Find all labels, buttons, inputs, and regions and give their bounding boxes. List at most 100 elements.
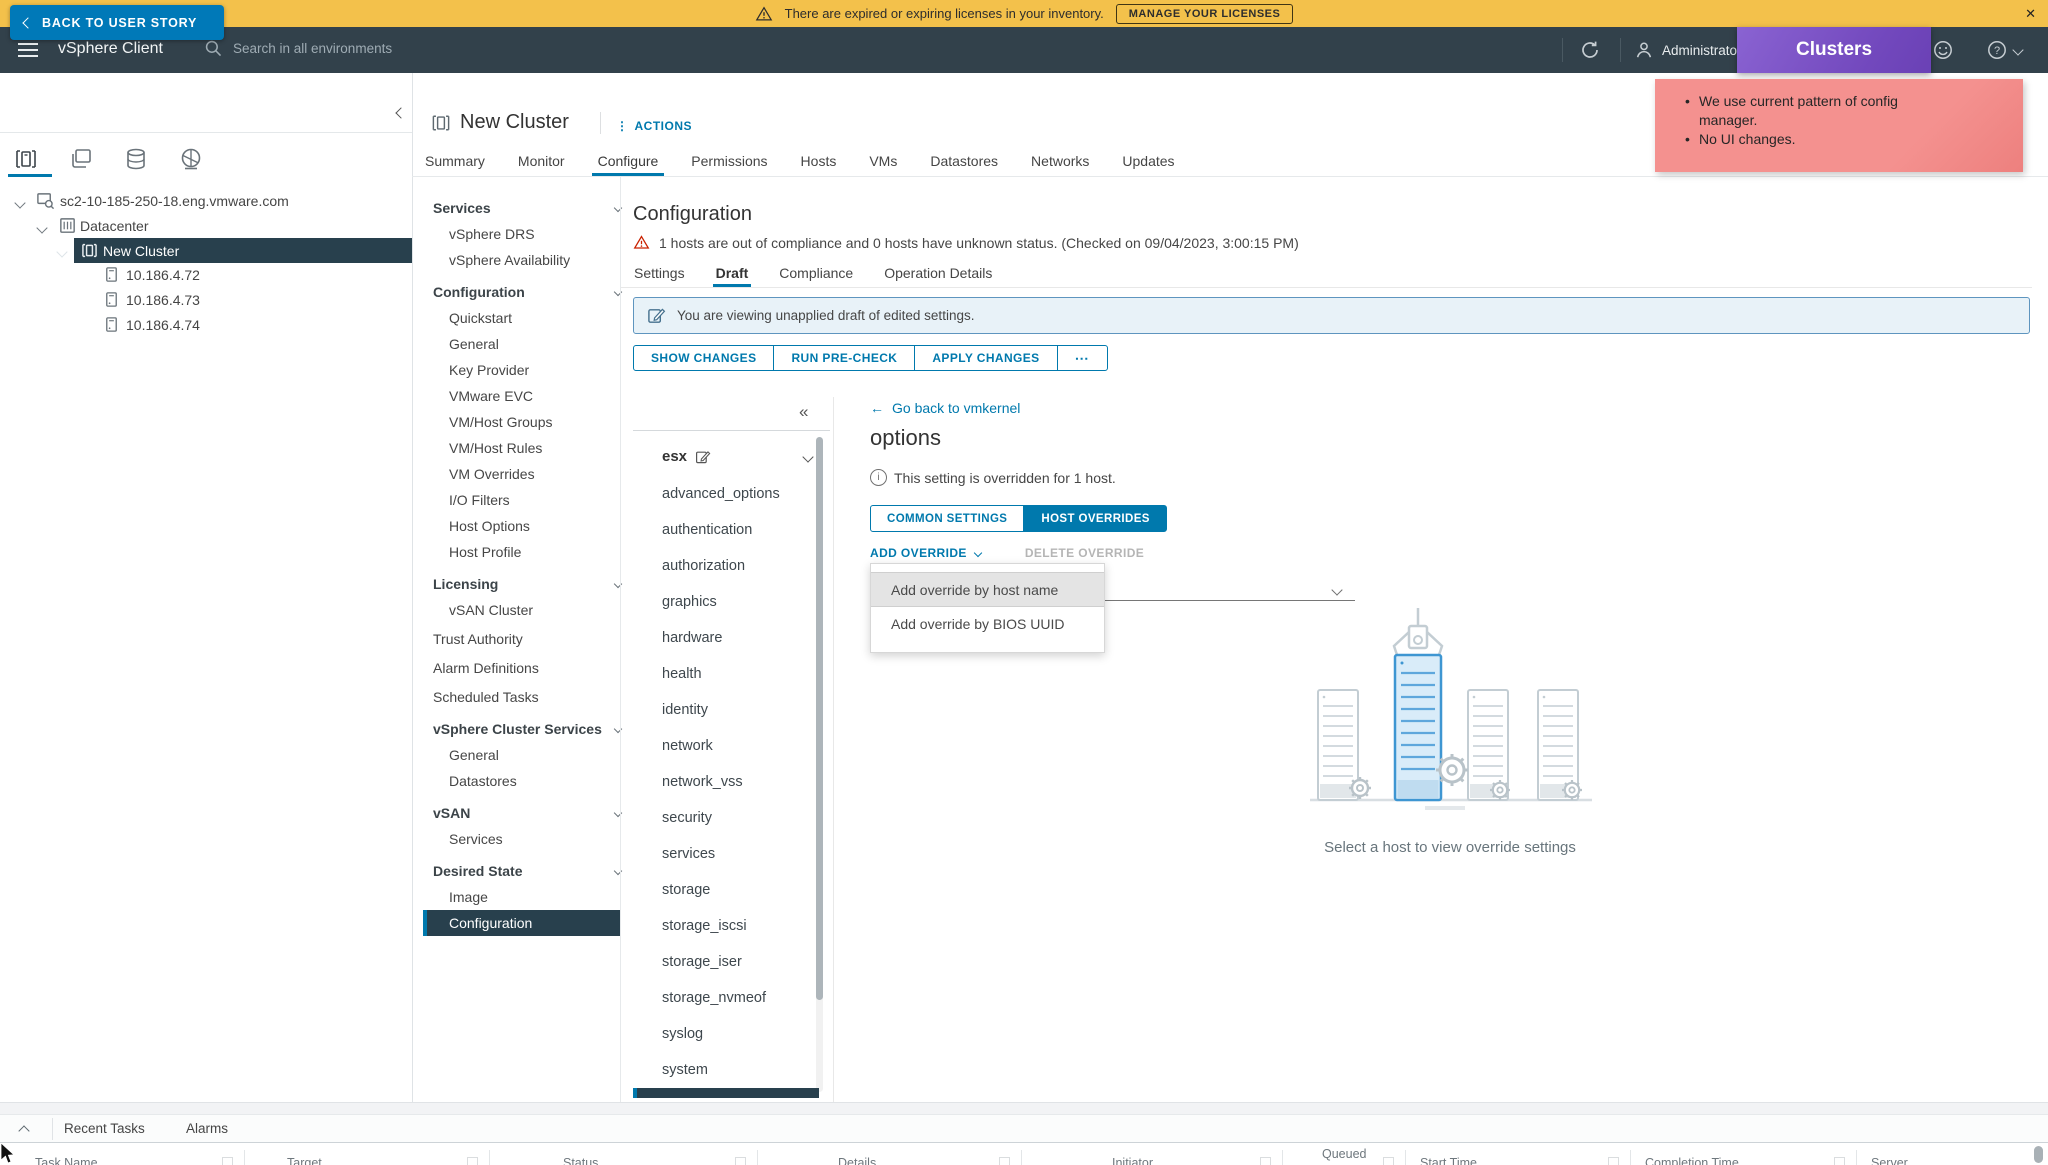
esx-item[interactable]: storage_iscsi <box>662 918 747 934</box>
nav-item-quickstart[interactable]: Quickstart <box>449 310 513 326</box>
esx-item[interactable]: services <box>662 846 716 862</box>
column-target[interactable]: Target <box>287 1156 322 1165</box>
nav-item-vm-overrides[interactable]: VM Overrides <box>449 466 535 482</box>
column-initiator[interactable]: Initiator <box>1112 1156 1153 1165</box>
common-settings-segment[interactable]: COMMON SETTINGS <box>870 505 1025 532</box>
actions-button[interactable]: ⋮ ACTIONS <box>616 119 692 133</box>
more-actions-button[interactable]: ⋯ <box>1056 346 1107 370</box>
column-divider[interactable] <box>489 1150 490 1165</box>
esx-item[interactable]: network <box>662 738 713 754</box>
nav-group-desired-state[interactable]: Desired State <box>433 857 623 884</box>
run-pre-check-button[interactable]: RUN PRE-CHECK <box>773 346 914 370</box>
global-search-input[interactable]: Search in all environments <box>204 39 392 58</box>
tab-hosts-and-clusters[interactable] <box>13 146 39 172</box>
collapse-tree-panel-icon[interactable] <box>395 107 407 119</box>
go-back-link[interactable]: ← Go back to vmkernel <box>870 400 1020 416</box>
refresh-icon[interactable] <box>1578 38 1602 62</box>
esx-item[interactable]: authorization <box>662 558 746 574</box>
tab-monitor[interactable]: Monitor <box>517 153 565 169</box>
esx-item[interactable]: advanced_options <box>662 486 780 502</box>
filter-icon[interactable] <box>222 1157 233 1165</box>
tree-item-vcenter[interactable]: sc2-10-185-250-18.eng.vmware.com <box>60 193 289 209</box>
nav-item-configuration[interactable]: Configuration <box>423 910 620 936</box>
esx-item[interactable]: system <box>662 1062 708 1078</box>
esx-item[interactable]: network_vss <box>662 774 743 790</box>
esx-item[interactable]: syslog <box>662 1026 704 1042</box>
tab-vms-and-templates[interactable] <box>68 146 94 172</box>
show-changes-button[interactable]: SHOW CHANGES <box>651 351 757 365</box>
nav-item-vcs-general[interactable]: General <box>449 747 499 763</box>
column-task-name[interactable]: Task Name <box>35 1156 98 1165</box>
menu-icon[interactable] <box>18 43 38 57</box>
host-select-underline[interactable] <box>870 600 1355 601</box>
nav-item-general[interactable]: General <box>449 336 499 352</box>
tab-permissions[interactable]: Permissions <box>691 153 768 169</box>
nav-item-vsan-services[interactable]: Services <box>449 831 503 847</box>
esx-item[interactable]: identity <box>662 702 708 718</box>
esx-root-node[interactable]: esx <box>662 448 711 465</box>
tree-item-datacenter[interactable]: Datacenter <box>80 218 149 234</box>
nav-item-vsphere-drs[interactable]: vSphere DRS <box>449 226 535 242</box>
filter-icon[interactable] <box>1608 1157 1619 1165</box>
column-completion-time[interactable]: Completion Time <box>1645 1156 1739 1165</box>
chevron-down-icon[interactable] <box>56 246 68 258</box>
tree-item-host[interactable]: 10.186.4.73 <box>126 292 200 308</box>
tab-updates[interactable]: Updates <box>1122 153 1175 169</box>
banner-close-icon[interactable]: ✕ <box>2025 6 2036 21</box>
chevron-down-icon[interactable] <box>14 197 26 209</box>
filter-icon[interactable] <box>1383 1157 1394 1165</box>
tab-storage[interactable] <box>123 146 149 172</box>
tab-networks[interactable]: Networks <box>1031 153 1090 169</box>
filter-icon[interactable] <box>735 1157 746 1165</box>
tab-hosts[interactable]: Hosts <box>800 153 837 169</box>
esx-item[interactable]: storage_iser <box>662 954 742 970</box>
column-divider[interactable] <box>1282 1150 1283 1165</box>
chevron-down-icon[interactable] <box>802 451 814 463</box>
nav-group-configuration[interactable]: Configuration <box>433 278 623 305</box>
scrollbar-thumb[interactable] <box>2034 1146 2043 1163</box>
menu-item-add-by-bios-uuid[interactable]: Add override by BIOS UUID <box>891 615 1065 632</box>
esx-item[interactable]: graphics <box>662 594 717 610</box>
collapse-settings-panel-icon[interactable]: « <box>799 402 809 421</box>
tab-configure[interactable]: Configure <box>591 153 664 176</box>
column-status[interactable]: Status <box>563 1156 599 1165</box>
esx-item[interactable]: authentication <box>662 522 753 538</box>
tab-operation-details[interactable]: Operation Details <box>884 265 993 281</box>
chevron-down-icon[interactable] <box>1331 584 1343 596</box>
tab-recent-tasks[interactable]: Recent Tasks <box>64 1121 145 1136</box>
tab-settings[interactable]: Settings <box>634 265 685 281</box>
column-server[interactable]: Server <box>1871 1156 1908 1165</box>
nav-group-services[interactable]: Services <box>433 194 623 221</box>
column-divider[interactable] <box>757 1150 758 1165</box>
nav-item-vcs-datastores[interactable]: Datastores <box>449 773 517 789</box>
nav-group-vsphere-cluster-services[interactable]: vSphere Cluster Services <box>433 715 623 742</box>
edit-icon[interactable] <box>695 449 711 465</box>
nav-item-vm-host-groups[interactable]: VM/Host Groups <box>449 414 553 430</box>
nav-item-trust-authority[interactable]: Trust Authority <box>433 631 523 647</box>
tab-datastores[interactable]: Datastores <box>930 153 999 169</box>
nav-item-host-options[interactable]: Host Options <box>449 518 530 534</box>
menu-item-add-by-host-name[interactable]: Add override by host name <box>871 572 1104 607</box>
esx-item[interactable]: health <box>662 666 702 682</box>
tab-networking[interactable] <box>178 146 204 172</box>
filter-icon[interactable] <box>1260 1157 1271 1165</box>
help-icon[interactable]: ? <box>1986 39 2008 61</box>
esx-selected-item-clipped[interactable] <box>633 1088 819 1098</box>
esx-item[interactable]: security <box>662 810 712 826</box>
tab-vms[interactable]: VMs <box>869 153 898 169</box>
feedback-smiley-icon[interactable] <box>1932 39 1954 61</box>
esx-item[interactable]: storage_nvmeof <box>662 990 766 1006</box>
chevron-down-icon[interactable] <box>36 222 48 234</box>
tree-item-host[interactable]: 10.186.4.74 <box>126 317 200 333</box>
esx-item[interactable]: hardware <box>662 630 723 646</box>
nav-item-vsphere-availability[interactable]: vSphere Availability <box>449 252 571 268</box>
column-details[interactable]: Details <box>838 1156 877 1165</box>
nav-item-scheduled-tasks[interactable]: Scheduled Tasks <box>433 689 539 705</box>
nav-item-vmware-evc[interactable]: VMware EVC <box>449 388 534 404</box>
apply-changes-button[interactable]: APPLY CHANGES <box>914 346 1056 370</box>
nav-item-image[interactable]: Image <box>449 889 488 905</box>
nav-item-alarm-definitions[interactable]: Alarm Definitions <box>433 660 539 676</box>
nav-group-vsan[interactable]: vSAN <box>433 799 623 826</box>
esx-item[interactable]: storage <box>662 882 711 898</box>
column-divider[interactable] <box>244 1150 245 1165</box>
